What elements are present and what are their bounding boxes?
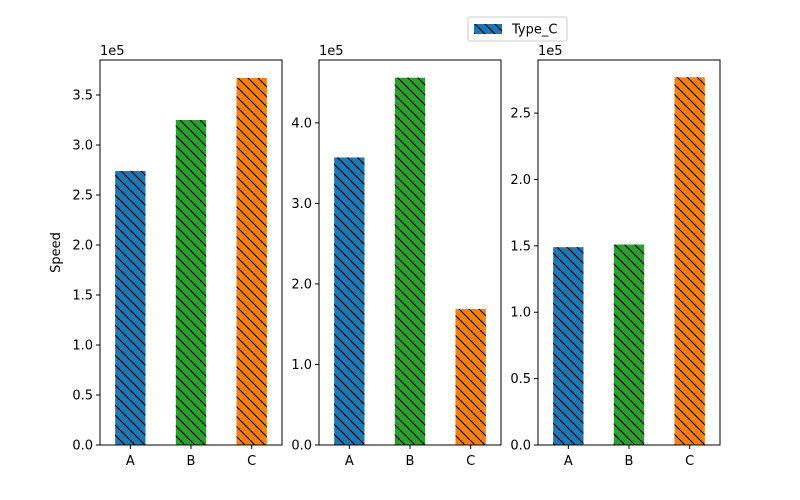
bar-hatch-b [613, 244, 645, 445]
y-tick-label: 2.0 [510, 173, 531, 188]
x-tick-label: B [187, 454, 196, 469]
bar-hatch-b [394, 77, 426, 445]
legend-label: Type_C [511, 23, 557, 38]
y-tick-label: 4.0 [291, 116, 312, 131]
y-tick-label: 1.0 [510, 306, 531, 321]
legend-box [467, 16, 568, 42]
x-tick-label: C [685, 454, 694, 469]
y-tick-label: 2.0 [291, 277, 312, 292]
bar-hatch-a [334, 157, 365, 445]
y-tick-label: 2.0 [72, 239, 93, 254]
x-tick-label: A [564, 454, 573, 469]
axes-frame [99, 59, 283, 446]
legend: Type_C [467, 16, 568, 42]
x-tick-label: A [126, 454, 135, 469]
y-tick-label: 1.0 [72, 339, 93, 354]
bar-hatch-a [115, 171, 146, 445]
bar-hatch-b [175, 120, 207, 445]
x-tick-label: A [345, 454, 354, 469]
y-tick-label: 3.0 [291, 197, 312, 212]
y-scale-label: 1e5 [100, 44, 125, 59]
y-tick-label: 0.5 [72, 389, 93, 404]
bar-hatch-c [236, 78, 267, 445]
y-tick-label: 1.5 [510, 239, 531, 254]
bar-hatch-c [674, 77, 705, 446]
bar-hatch-a [553, 247, 584, 445]
y-tick-label: 0.0 [72, 439, 93, 454]
y-tick-label: 0.5 [510, 372, 531, 387]
axes-frame [318, 59, 502, 446]
y-tick-label: 2.5 [72, 189, 93, 204]
x-tick-label: C [466, 454, 475, 469]
x-tick-label: C [247, 454, 256, 469]
y-tick-label: 3.5 [72, 89, 93, 104]
chart-panel-1: A B C 0.0 0.5 1.0 1.5 2.0 2.5 3.0 3.5 1e5 Speed [49, 44, 283, 469]
x-tick-label: B [406, 454, 415, 469]
y-scale-label: 1e5 [319, 44, 344, 59]
y-tick-label: 1.5 [72, 289, 93, 304]
y-tick-label: 2.5 [510, 107, 531, 122]
bar-hatch-c [455, 308, 486, 445]
y-axis-label: Speed [49, 232, 64, 273]
y-scale-label: 1e5 [538, 44, 563, 59]
chart-panel-2: A B C 0.0 1.0 2.0 3.0 4.0 1e5 [291, 44, 502, 469]
x-tick-label: B [625, 454, 634, 469]
y-tick-label: 3.0 [72, 139, 93, 154]
axes-frame [537, 59, 721, 446]
chart-panel-3: A B C 0.0 0.5 1.0 1.5 2.0 2.5 1e5 [510, 44, 721, 469]
y-tick-label: 0.0 [510, 439, 531, 454]
y-tick-label: 0.0 [291, 439, 312, 454]
y-tick-label: 1.0 [291, 358, 312, 373]
